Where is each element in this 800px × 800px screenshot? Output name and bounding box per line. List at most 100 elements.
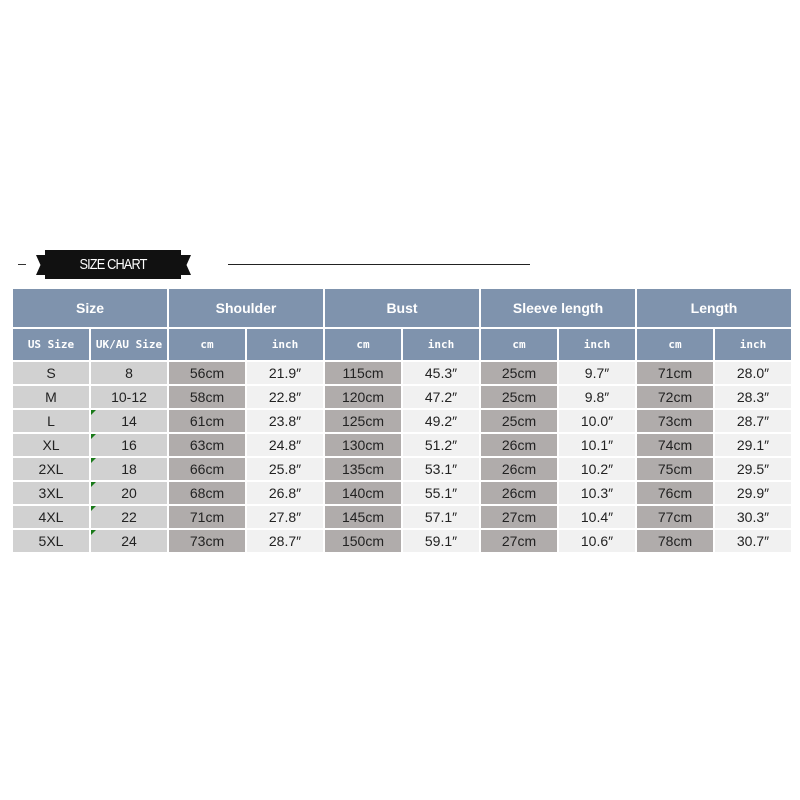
cell-sl-in: 10.6″	[559, 530, 635, 552]
cell-sl-in: 10.0″	[559, 410, 635, 432]
banner-dash	[18, 264, 26, 265]
cell-sl-cm: 27cm	[481, 530, 557, 552]
cell-comment-marker	[91, 458, 96, 463]
cell-sh-cm: 58cm	[169, 386, 245, 408]
cell-comment-marker	[91, 410, 96, 415]
cell-sl-cm: 25cm	[481, 362, 557, 384]
cell-bu-cm: 130cm	[325, 434, 401, 456]
ribbon-tail-left	[36, 255, 46, 275]
subheader-uk-size: UK/AU Size	[91, 329, 167, 360]
cell-uk: 24	[91, 530, 167, 552]
cell-sh-cm: 71cm	[169, 506, 245, 528]
cell-sh-in: 24.8″	[247, 434, 323, 456]
cell-sh-in: 26.8″	[247, 482, 323, 504]
subheader-cm: cm	[481, 329, 557, 360]
table-row: 5XL 24 73cm 28.7″ 150cm 59.1″ 27cm 10.6″ 78cm 30.…	[13, 530, 791, 552]
cell-bu-cm: 135cm	[325, 458, 401, 480]
table-row: M 10-12 58cm 22.8″ 120cm 47.2″ 25cm 9.8″ 72cm 28.…	[13, 386, 791, 408]
cell-sh-cm: 73cm	[169, 530, 245, 552]
cell-sl-cm: 25cm	[481, 386, 557, 408]
cell-uk: 8	[91, 362, 167, 384]
header-length: Length	[637, 289, 791, 327]
cell-us: 5XL	[13, 530, 89, 552]
cell-le-in: 29.1″	[715, 434, 791, 456]
cell-sl-cm: 26cm	[481, 458, 557, 480]
cell-sh-cm: 63cm	[169, 434, 245, 456]
cell-le-in: 30.3″	[715, 506, 791, 528]
header-sleeve-length: Sleeve length	[481, 289, 635, 327]
cell-bu-cm: 140cm	[325, 482, 401, 504]
cell-sl-in: 10.1″	[559, 434, 635, 456]
cell-sh-in: 23.8″	[247, 410, 323, 432]
cell-bu-cm: 115cm	[325, 362, 401, 384]
subheader-inch: inch	[403, 329, 479, 360]
cell-comment-marker	[91, 434, 96, 439]
cell-le-in: 29.5″	[715, 458, 791, 480]
header-size: Size	[13, 289, 167, 327]
subheader-inch: inch	[247, 329, 323, 360]
cell-uk: 16	[91, 434, 167, 456]
size-chart-banner: SIZE CHART	[45, 250, 181, 279]
cell-le-cm: 75cm	[637, 458, 713, 480]
subheader-row: US Size UK/AU Size cm inch cm inch cm in…	[13, 329, 791, 360]
cell-sh-in: 25.8″	[247, 458, 323, 480]
subheader-us-size: US Size	[13, 329, 89, 360]
cell-uk: 14	[91, 410, 167, 432]
subheader-inch: inch	[715, 329, 791, 360]
header-row: Size Shoulder Bust Sleeve length Length	[13, 289, 791, 327]
cell-le-cm: 74cm	[637, 434, 713, 456]
cell-sl-in: 9.7″	[559, 362, 635, 384]
cell-sh-cm: 66cm	[169, 458, 245, 480]
table-row: S 8 56cm 21.9″ 115cm 45.3″ 25cm 9.7″ 71cm 28.0″	[13, 362, 791, 384]
cell-sl-cm: 26cm	[481, 482, 557, 504]
cell-comment-marker	[91, 482, 96, 487]
cell-bu-cm: 125cm	[325, 410, 401, 432]
cell-sh-in: 22.8″	[247, 386, 323, 408]
cell-le-cm: 71cm	[637, 362, 713, 384]
cell-sh-in: 27.8″	[247, 506, 323, 528]
cell-sl-in: 10.2″	[559, 458, 635, 480]
cell-uk: 20	[91, 482, 167, 504]
cell-us: L	[13, 410, 89, 432]
banner-rule	[228, 264, 530, 265]
cell-sl-in: 9.8″	[559, 386, 635, 408]
cell-bu-in: 55.1″	[403, 482, 479, 504]
cell-us: S	[13, 362, 89, 384]
cell-us: M	[13, 386, 89, 408]
cell-sl-in: 10.3″	[559, 482, 635, 504]
cell-le-in: 28.0″	[715, 362, 791, 384]
ribbon-tail-right	[181, 255, 191, 275]
cell-us: 4XL	[13, 506, 89, 528]
cell-sh-cm: 68cm	[169, 482, 245, 504]
cell-sh-in: 21.9″	[247, 362, 323, 384]
table-row: L 14 61cm 23.8″ 125cm 49.2″ 25cm 10.0″ 73cm 28.7″	[13, 410, 791, 432]
cell-bu-in: 51.2″	[403, 434, 479, 456]
table-row: 4XL 22 71cm 27.8″ 145cm 57.1″ 27cm 10.4″ 77cm 30.…	[13, 506, 791, 528]
subheader-inch: inch	[559, 329, 635, 360]
cell-bu-in: 53.1″	[403, 458, 479, 480]
cell-sl-in: 10.4″	[559, 506, 635, 528]
cell-sh-cm: 56cm	[169, 362, 245, 384]
cell-uk: 18	[91, 458, 167, 480]
cell-le-cm: 76cm	[637, 482, 713, 504]
cell-le-in: 28.7″	[715, 410, 791, 432]
cell-le-cm: 73cm	[637, 410, 713, 432]
cell-sl-cm: 25cm	[481, 410, 557, 432]
cell-bu-cm: 145cm	[325, 506, 401, 528]
cell-us: 2XL	[13, 458, 89, 480]
cell-bu-in: 45.3″	[403, 362, 479, 384]
cell-uk: 22	[91, 506, 167, 528]
cell-le-in: 30.7″	[715, 530, 791, 552]
cell-uk: 10-12	[91, 386, 167, 408]
cell-le-cm: 72cm	[637, 386, 713, 408]
header-shoulder: Shoulder	[169, 289, 323, 327]
cell-le-in: 28.3″	[715, 386, 791, 408]
cell-comment-marker	[91, 506, 96, 511]
cell-le-in: 29.9″	[715, 482, 791, 504]
cell-bu-in: 57.1″	[403, 506, 479, 528]
cell-bu-in: 59.1″	[403, 530, 479, 552]
header-bust: Bust	[325, 289, 479, 327]
cell-sh-cm: 61cm	[169, 410, 245, 432]
cell-sh-in: 28.7″	[247, 530, 323, 552]
cell-bu-in: 47.2″	[403, 386, 479, 408]
